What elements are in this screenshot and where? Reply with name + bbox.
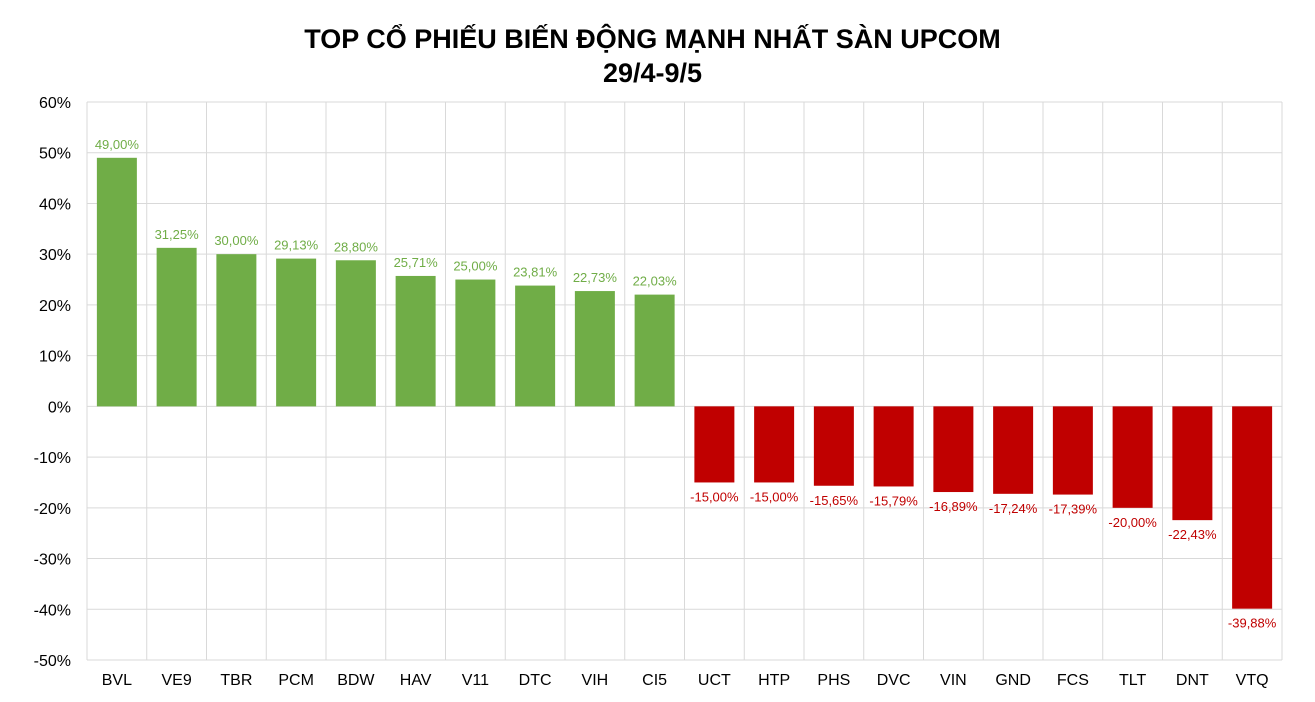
y-tick-label: 20% [39, 298, 71, 315]
x-category-label: BVL [102, 672, 132, 689]
bar [754, 406, 795, 483]
x-category-label: VE9 [162, 672, 192, 689]
chart-title: TOP CỔ PHIẾU BIẾN ĐỘNG MẠNH NHẤT SÀN UPC… [304, 24, 1001, 54]
data-label: 25,00% [453, 259, 498, 274]
x-category-label: BDW [337, 672, 375, 689]
y-tick-label: -40% [34, 602, 71, 619]
y-tick-label: -10% [34, 450, 71, 467]
x-category-label: VIH [582, 672, 609, 689]
x-category-label: FCS [1057, 672, 1089, 689]
data-label: 23,81% [513, 265, 558, 280]
x-category-label: UCT [698, 672, 731, 689]
y-tick-label: -30% [34, 552, 71, 569]
y-tick-label: 40% [39, 196, 71, 213]
data-label: -16,89% [929, 499, 978, 514]
data-label: -15,00% [750, 489, 799, 504]
bar [515, 285, 556, 407]
bar [395, 275, 436, 407]
x-category-label: DNT [1176, 672, 1209, 689]
bar [634, 294, 675, 407]
y-tick-label: 10% [39, 349, 71, 366]
chart-subtitle: 29/4-9/5 [602, 58, 703, 88]
y-tick-label: 60% [39, 95, 71, 112]
bar [813, 406, 854, 486]
bar [216, 254, 257, 407]
y-tick-label: -20% [34, 501, 71, 518]
y-tick-label: 50% [39, 146, 71, 163]
x-category-label: TBR [220, 672, 252, 689]
bar [96, 157, 137, 407]
x-category-label: HTP [758, 672, 790, 689]
x-category-label: VTQ [1236, 672, 1269, 689]
data-label: 28,80% [334, 239, 379, 254]
bar [694, 406, 735, 483]
data-label: 31,25% [155, 227, 200, 242]
bar [574, 291, 615, 407]
bar [335, 260, 376, 407]
bar [1112, 406, 1153, 508]
data-label: 22,03% [633, 274, 678, 289]
data-label: -17,39% [1049, 502, 1098, 517]
bar [933, 406, 974, 493]
x-category-label: GND [995, 672, 1031, 689]
data-label: -20,00% [1108, 515, 1157, 530]
data-label: 25,71% [394, 255, 439, 270]
data-label: -22,43% [1168, 527, 1217, 542]
data-label: 29,13% [274, 238, 319, 253]
bar [1232, 406, 1273, 609]
x-category-label: CI5 [642, 672, 667, 689]
x-category-label: VIN [940, 672, 967, 689]
x-category-label: V11 [462, 672, 489, 689]
data-label: -17,24% [989, 501, 1038, 516]
bar [1172, 406, 1213, 521]
data-label: 49,00% [95, 137, 140, 152]
y-tick-label: -50% [34, 653, 71, 670]
y-tick-label: 0% [48, 399, 71, 416]
data-label: 22,73% [573, 270, 618, 285]
bar [1052, 406, 1093, 495]
data-label: 30,00% [214, 233, 259, 248]
x-category-label: HAV [400, 672, 432, 689]
bar [455, 279, 496, 407]
bar [873, 406, 914, 487]
x-category-label: PHS [817, 672, 850, 689]
bar [993, 406, 1034, 494]
data-label: -15,00% [690, 489, 739, 504]
x-category-label: DVC [877, 672, 911, 689]
x-category-label: DTC [519, 672, 552, 689]
bar [276, 258, 317, 407]
x-category-label: TLT [1119, 672, 1146, 689]
data-label: -15,79% [869, 493, 918, 508]
x-category-label: PCM [278, 672, 314, 689]
data-label: -15,65% [810, 493, 859, 508]
data-label: -39,88% [1228, 616, 1277, 631]
bar [156, 247, 197, 407]
y-tick-label: 30% [39, 247, 71, 264]
